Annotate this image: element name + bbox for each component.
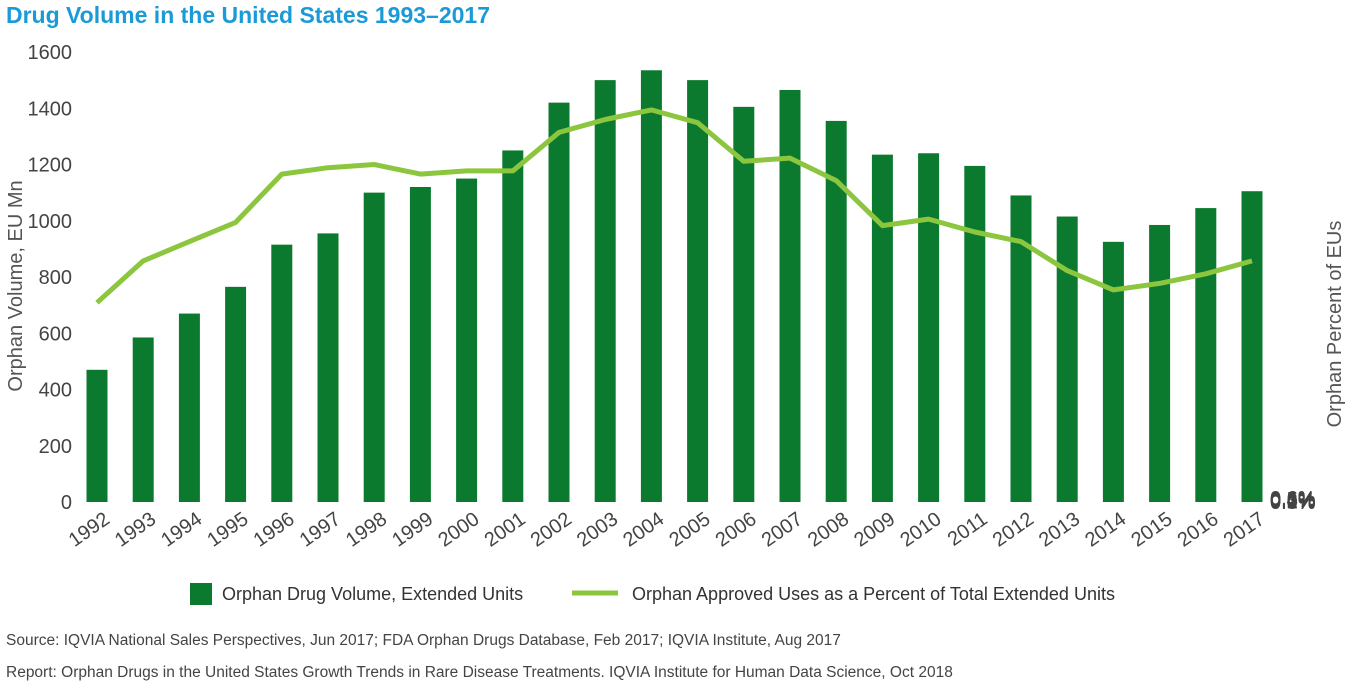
chart-title: Drug Volume in the United States 1993–20… bbox=[6, 2, 491, 28]
right-tick-label: 0.2% bbox=[1270, 491, 1316, 513]
right-tick-label: 0.4% bbox=[1270, 489, 1316, 511]
left-tick-label: 400 bbox=[39, 380, 72, 402]
left-axis-ticks: 0 200 400 600 800 1000 1200 1400 1600 bbox=[28, 42, 73, 514]
right-tick-label: 0.5% bbox=[1270, 489, 1316, 511]
left-tick-label: 1600 bbox=[28, 42, 73, 64]
x-tick-label: 2016 bbox=[1174, 508, 1223, 552]
y-axis-left-label: Orphan Volume, EU Mn bbox=[5, 180, 27, 391]
bar-2009 bbox=[871, 154, 893, 502]
x-tick-label: 2013 bbox=[1035, 508, 1084, 552]
bar-1997 bbox=[317, 233, 339, 502]
legend-bar-swatch bbox=[190, 583, 212, 605]
x-tick-label: 1996 bbox=[250, 508, 299, 552]
bar-1995 bbox=[225, 286, 247, 502]
x-tick-label: 1995 bbox=[203, 508, 252, 552]
x-tick-label: 2006 bbox=[712, 508, 761, 552]
x-tick-label: 1993 bbox=[111, 508, 160, 552]
x-tick-label: 2001 bbox=[481, 508, 530, 552]
x-tick-label: 1994 bbox=[157, 508, 206, 552]
percent-line bbox=[95, 107, 1253, 305]
bar-1998 bbox=[363, 192, 385, 502]
bar-1996 bbox=[271, 244, 293, 502]
bar-2016 bbox=[1195, 208, 1217, 502]
bar-2011 bbox=[964, 165, 986, 502]
left-tick-label: 1200 bbox=[28, 155, 73, 177]
bar-2003 bbox=[594, 80, 616, 502]
x-tick-label: 2017 bbox=[1220, 508, 1269, 552]
source-note: Source: IQVIA National Sales Perspective… bbox=[6, 632, 841, 649]
bar-2007 bbox=[779, 89, 801, 502]
bar-2004 bbox=[640, 70, 662, 502]
legend-bar-label: Orphan Drug Volume, Extended Units bbox=[222, 584, 523, 604]
x-tick-label: 2010 bbox=[896, 508, 945, 552]
bar-1994 bbox=[178, 313, 200, 502]
bar-2005 bbox=[687, 80, 709, 502]
x-tick-label: 2005 bbox=[665, 508, 714, 552]
x-tick-label: 1997 bbox=[296, 508, 345, 552]
x-tick-label: 2008 bbox=[804, 508, 853, 552]
bar-2006 bbox=[733, 106, 755, 502]
x-tick-label: 2012 bbox=[989, 508, 1038, 552]
right-tick-label: 0.6% bbox=[1270, 488, 1316, 510]
x-tick-label: 2015 bbox=[1127, 508, 1176, 552]
bar-2000 bbox=[456, 178, 478, 502]
report-note: Report: Orphan Drugs in the United State… bbox=[6, 664, 953, 681]
x-axis-ticks: 1992199319941995199619971998199920002001… bbox=[65, 508, 1269, 552]
bar-2013 bbox=[1056, 216, 1078, 502]
left-tick-label: 800 bbox=[39, 267, 72, 289]
x-tick-label: 2007 bbox=[758, 508, 807, 552]
bar-series bbox=[86, 70, 1263, 502]
x-tick-label: 1998 bbox=[342, 508, 391, 552]
line-series bbox=[95, 107, 1253, 305]
bar-1993 bbox=[132, 337, 154, 502]
bar-2017 bbox=[1241, 191, 1263, 502]
x-tick-label: 1992 bbox=[65, 508, 114, 552]
left-tick-label: 1400 bbox=[28, 98, 73, 120]
x-tick-label: 2003 bbox=[573, 508, 622, 552]
bar-1992 bbox=[86, 369, 108, 502]
x-tick-label: 2011 bbox=[944, 508, 992, 551]
legend-line-label: Orphan Approved Uses as a Percent of Tot… bbox=[632, 584, 1115, 604]
right-tick-label: 0.1% bbox=[1270, 491, 1316, 513]
legend: Orphan Drug Volume, Extended Units Orpha… bbox=[190, 583, 1115, 605]
bar-2002 bbox=[548, 102, 570, 502]
x-tick-label: 2000 bbox=[434, 508, 483, 552]
left-tick-label: 0 bbox=[61, 492, 72, 514]
left-tick-label: 1000 bbox=[28, 211, 73, 233]
y-axis-right-label: Orphan Percent of EUs bbox=[1324, 221, 1346, 428]
bar-2014 bbox=[1102, 241, 1124, 502]
bar-1999 bbox=[409, 187, 431, 502]
left-tick-label: 600 bbox=[39, 323, 72, 345]
x-tick-label: 2009 bbox=[850, 508, 899, 552]
right-axis-ticks: 0.0%0.1%0.2%0.3%0.4%0.5%0.6% bbox=[1270, 488, 1316, 514]
right-tick-label: 0.3% bbox=[1270, 490, 1316, 512]
x-tick-label: 1999 bbox=[388, 508, 437, 552]
bar-2015 bbox=[1149, 224, 1171, 502]
bar-2001 bbox=[502, 150, 524, 502]
right-tick-label: 0.0% bbox=[1270, 492, 1316, 514]
x-tick-label: 2004 bbox=[619, 508, 668, 552]
bar-2012 bbox=[1010, 195, 1032, 502]
x-tick-label: 2014 bbox=[1081, 508, 1130, 552]
bar-2008 bbox=[825, 120, 847, 502]
left-tick-label: 200 bbox=[39, 436, 72, 458]
bar-2010 bbox=[918, 153, 940, 502]
x-tick-label: 2002 bbox=[527, 508, 576, 552]
